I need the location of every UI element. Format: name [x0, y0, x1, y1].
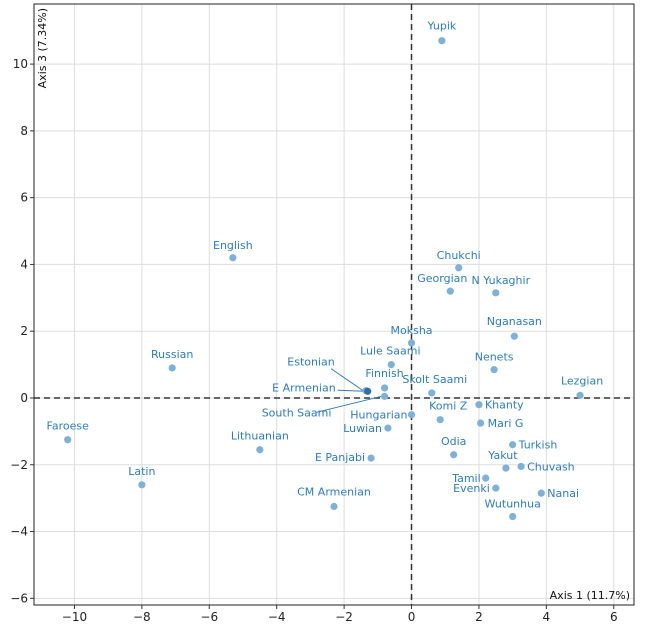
point-label-chuvash: Chuvash — [527, 460, 575, 473]
data-point-faroese — [64, 436, 72, 444]
grid-lines — [34, 4, 634, 605]
data-point-lithuanian — [256, 446, 264, 454]
point-label-evenki: Evenki — [453, 482, 490, 495]
point-label-tamil: Tamil — [451, 472, 480, 485]
data-point-nanai — [537, 489, 545, 497]
point-label-georgian: Georgian — [417, 272, 467, 285]
data-point-hungarian — [407, 411, 416, 419]
point-label-mari-g: Mari G — [488, 417, 524, 430]
leader-line-estonian — [330, 368, 364, 392]
point-label-e-armenian: E Armenian — [272, 381, 336, 394]
point-label-nanai: Nanai — [547, 487, 579, 500]
data-point-yakut — [502, 464, 510, 472]
data-point-komi-z — [436, 416, 444, 424]
y-tick-label: 8 — [20, 124, 28, 138]
point-label-chukchi: Chukchi — [437, 249, 481, 262]
data-point-south-saami — [380, 392, 389, 400]
point-label-turkish: Turkish — [518, 439, 558, 452]
point-label-komi-z: Komi Z — [429, 400, 468, 413]
data-point-skolt-saami — [428, 389, 436, 397]
x-tick-label: 0 — [408, 610, 416, 624]
point-label-khanty: Khanty — [485, 399, 524, 412]
y-tick-label: 10 — [13, 57, 28, 71]
y-tick-label: −4 — [10, 525, 28, 539]
x-tick-label: −10 — [62, 610, 87, 624]
point-label-estonian: Estonian — [287, 356, 334, 369]
point-label-hungarian: Hungarian — [350, 409, 407, 422]
point-label-faroese: Faroese — [47, 420, 90, 433]
x-tick-label: −8 — [133, 610, 151, 624]
y-tick-label: −6 — [10, 591, 28, 605]
data-point-evenki — [492, 484, 500, 492]
point-label-yupik: Yupik — [426, 20, 456, 33]
data-point-nganasan — [510, 332, 518, 340]
x-tick-label: 2 — [475, 610, 483, 624]
y-tick-label: 0 — [20, 391, 28, 405]
y-tick-label: −2 — [10, 458, 28, 472]
point-label-luwian: Luwian — [343, 422, 382, 435]
point-label-e-panjabi: E Panjabi — [315, 451, 365, 464]
point-label-yakut: Yakut — [487, 449, 518, 462]
point-label-nganasan: Nganasan — [487, 315, 542, 328]
data-point-mari-g — [477, 419, 485, 427]
zero-lines — [34, 4, 634, 605]
data-point-russian — [168, 364, 176, 372]
point-labels: Yupik English Chukchi Georgian N Yukaghir Nga… — [47, 20, 604, 511]
data-point-latin — [138, 481, 146, 489]
y-tick-label: 6 — [20, 191, 28, 205]
point-label-skolt-saami: Skolt Saami — [402, 373, 467, 386]
data-point-nenets — [490, 366, 498, 374]
data-point-lezgian — [576, 391, 584, 399]
data-point-turkish — [509, 441, 517, 449]
data-point-tamil — [482, 474, 490, 482]
point-label-south-saami: South Saami — [262, 406, 332, 419]
data-points — [64, 37, 584, 521]
leader-line-e-armenian — [337, 389, 365, 392]
leader-line-south-saami — [316, 395, 382, 413]
data-point-chuvash — [517, 462, 525, 471]
data-point-finnish — [380, 384, 389, 392]
y-axis-title: Axis 3 (7.34%) — [36, 8, 49, 88]
x-tick-label: 4 — [543, 610, 551, 624]
data-point-chukchi — [455, 264, 463, 272]
point-label-moksha: Moksha — [391, 324, 433, 337]
point-label-lezgian: Lezgian — [561, 374, 603, 387]
data-point-lule-saami — [387, 361, 395, 369]
point-label-lule-saami: Lule Saami — [360, 345, 420, 358]
plot-frame — [33, 3, 635, 606]
point-label-finnish: Finnish — [365, 367, 403, 380]
point-label-wutunhua: Wutunhua — [484, 498, 540, 511]
tick-labels: −10 −8 −6 −4 −2 0 2 4 6 −6 −4 −2 0 2 4 6 8 10 — [10, 57, 617, 624]
point-label-n-yukaghir: N Yukaghir — [471, 274, 530, 287]
data-point-e-panjabi — [367, 454, 375, 462]
leader-lines — [316, 368, 382, 413]
x-axis-title: Axis 1 (11.7%) — [550, 589, 630, 602]
x-tick-label: −2 — [335, 610, 353, 624]
data-point-yupik — [438, 37, 446, 45]
data-point-georgian — [446, 287, 454, 295]
x-tick-label: −4 — [268, 610, 286, 624]
x-tick-label: −6 — [200, 610, 218, 624]
y-tick-label: 4 — [20, 257, 28, 271]
data-point-moksha — [407, 339, 416, 347]
data-point-khanty — [475, 401, 483, 409]
data-point-cm-armenian — [330, 502, 338, 511]
point-label-latin: Latin — [128, 465, 155, 478]
data-point-english — [229, 254, 237, 262]
point-label-lithuanian: Lithuanian — [231, 430, 289, 443]
data-point-luwian — [384, 424, 392, 432]
x-tick-label: 6 — [610, 610, 618, 624]
point-label-cm-armenian: CM Armenian — [297, 486, 371, 499]
point-label-nenets: Nenets — [475, 351, 514, 364]
data-point-e-armenian — [364, 387, 372, 395]
data-point-n-yukaghir — [492, 289, 500, 297]
point-label-odia: Odia — [441, 435, 466, 448]
data-point-wutunhua — [509, 512, 517, 521]
point-label-english: English — [213, 239, 253, 252]
y-tick-label: 2 — [20, 324, 28, 338]
data-point-odia — [450, 451, 458, 459]
point-label-russian: Russian — [151, 348, 193, 361]
